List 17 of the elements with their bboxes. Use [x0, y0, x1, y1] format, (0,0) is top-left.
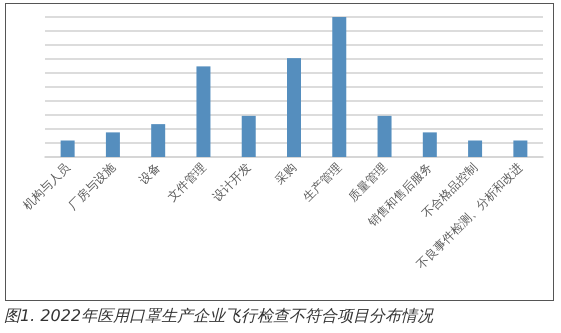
bar [242, 116, 256, 157]
bar [378, 116, 392, 157]
text: 图1. 2022年医用口罩生产企业飞行检查不符合项目分布情况 [4, 306, 434, 327]
x-tick-label: 文件管理 [164, 160, 208, 204]
bar [106, 132, 120, 157]
x-tick-label: 设计开发 [210, 160, 254, 204]
bar [422, 132, 437, 157]
x-tick-label: 生产管理 [300, 160, 344, 204]
bar [513, 140, 528, 157]
bar [151, 124, 166, 157]
bar [332, 17, 346, 157]
bar [287, 58, 301, 157]
bar [60, 140, 75, 157]
x-tick-label: 采购 [272, 160, 299, 187]
x-tick-label: 设备 [136, 160, 164, 187]
bar [196, 66, 210, 157]
bar [468, 140, 482, 157]
